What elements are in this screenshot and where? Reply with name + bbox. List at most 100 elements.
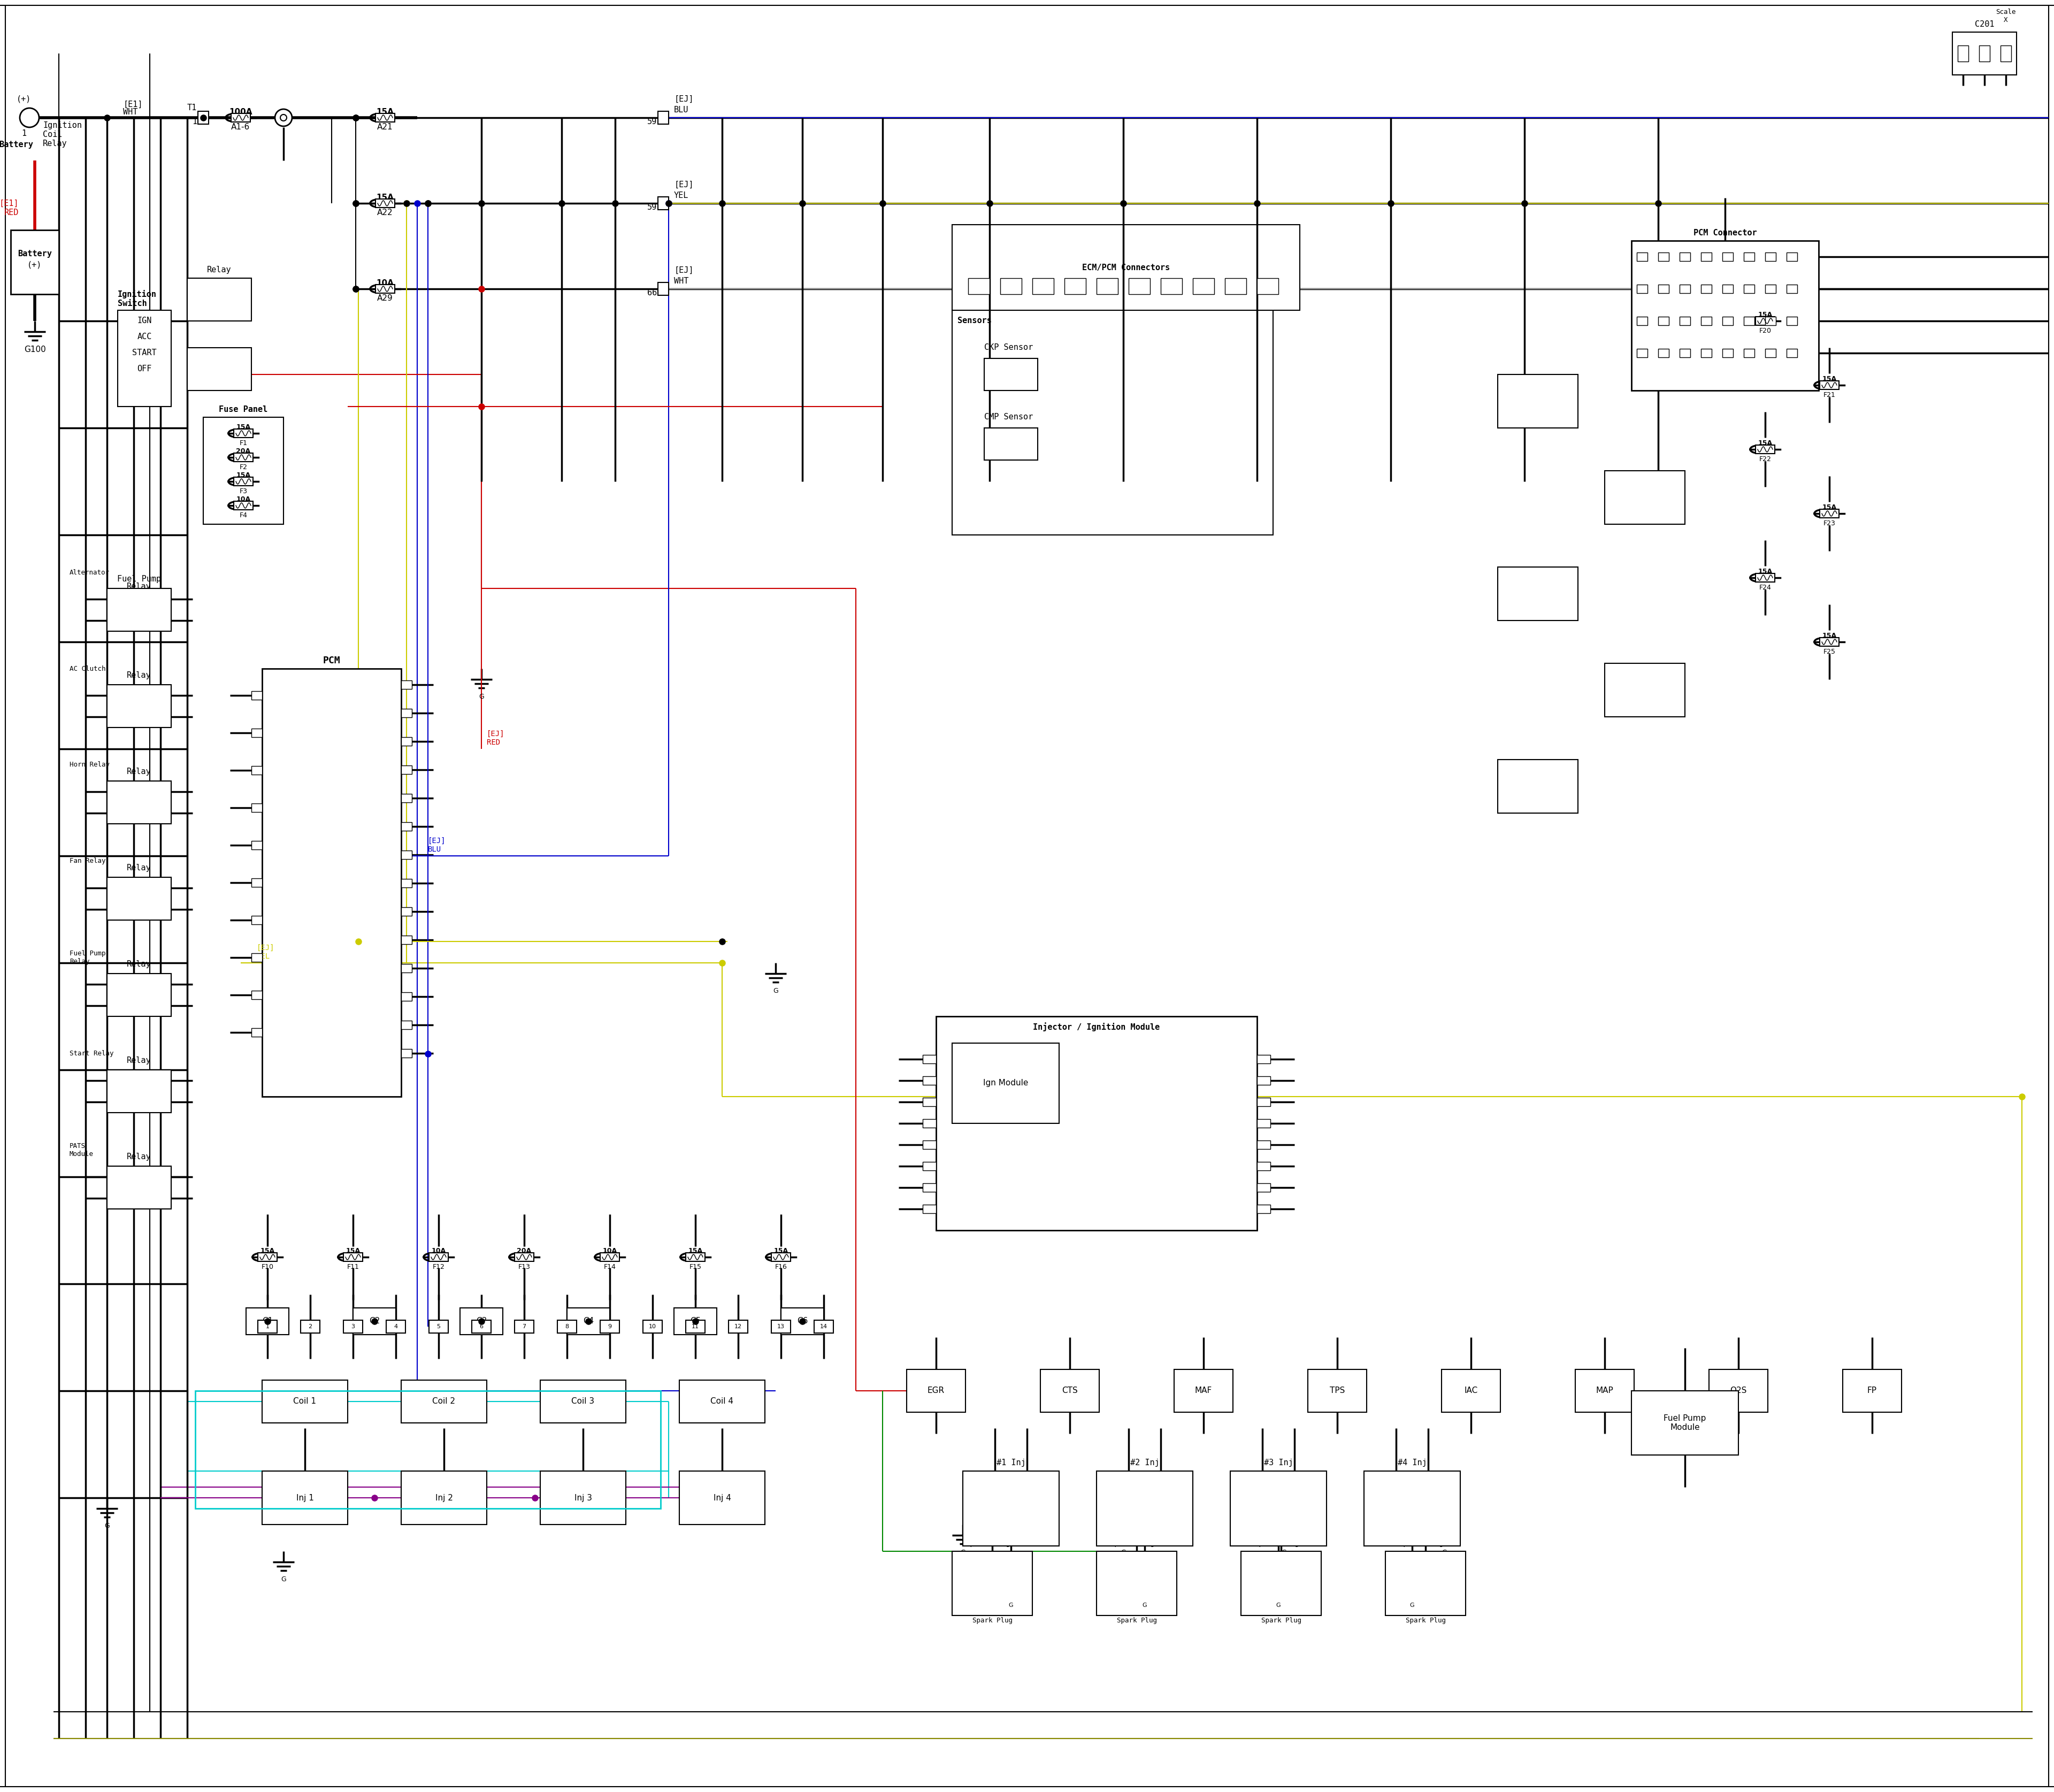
Text: Ignition: Ignition [43,122,82,129]
Text: #1 Inj: #1 Inj [996,1459,1025,1468]
Text: F21: F21 [1824,392,1836,398]
Text: 18: 18 [1662,319,1666,323]
Text: Relay: Relay [127,1152,152,1161]
Bar [1257,1204,1269,1213]
Text: 3: 3 [1041,283,1045,289]
Text: 10: 10 [649,1324,657,1330]
Bar [234,502,253,509]
Text: 6: 6 [1138,283,1142,289]
Bar [1723,349,1734,357]
Text: Fan Relay: Fan Relay [70,858,105,866]
Text: 15A: 15A [688,1247,702,1254]
Bar [922,1204,937,1213]
Text: Inj 1: Inj 1 [296,1495,314,1502]
Text: [E1]: [E1] [123,100,142,108]
Bar [1384,1552,1467,1615]
Bar [1497,375,1577,428]
Text: 16: 16 [1789,287,1795,292]
Text: Spark Plug: Spark Plug [1261,1618,1300,1624]
Bar [1756,444,1775,453]
Text: Sensors: Sensors [957,317,992,324]
Text: 10: 10 [1662,287,1666,292]
Bar [246,1308,290,1335]
Bar [686,1253,705,1262]
Text: 13: 13 [776,1324,785,1330]
Bar [963,1471,1060,1546]
Bar [2001,45,2011,61]
Bar [540,1471,626,1525]
Text: Fuse Panel: Fuse Panel [220,405,267,414]
Bar [263,1471,347,1525]
Bar [1175,1369,1232,1412]
Text: IAC: IAC [1465,1387,1477,1394]
Text: 13: 13 [1725,287,1729,292]
Text: 20A: 20A [518,1247,532,1254]
Bar [1701,349,1711,357]
Bar [1097,278,1117,294]
Bar [1257,1098,1269,1106]
Bar [1723,253,1734,262]
Text: Relay: Relay [127,864,152,871]
Text: 15A: 15A [774,1247,789,1254]
Text: G: G [1142,1602,1146,1607]
Text: START: START [131,349,156,357]
Text: #3 Inj: #3 Inj [1263,1459,1294,1468]
Text: F20: F20 [1758,328,1771,335]
Text: 9: 9 [1641,287,1643,292]
Text: 5: 5 [438,1324,440,1330]
Text: 17: 17 [1639,319,1645,323]
Text: 3: 3 [351,1324,355,1330]
Bar [187,278,251,321]
Bar [1723,317,1734,324]
Text: 10A: 10A [602,1247,616,1254]
Text: Ign Module: Ign Module [984,1079,1029,1088]
Text: G: G [1282,1548,1286,1555]
Text: F22: F22 [1758,455,1771,462]
Bar [197,111,210,124]
Bar [107,878,170,919]
Text: 24: 24 [1789,319,1795,323]
Bar [1631,1391,1738,1455]
Bar [953,310,1273,536]
Bar [1658,349,1668,357]
Bar [1497,566,1577,620]
Text: ECM/PCM Connectors: ECM/PCM Connectors [1082,263,1171,271]
Bar [376,113,394,122]
Text: 2: 2 [1662,254,1666,260]
Bar [401,765,413,774]
Text: F4: F4 [240,513,246,520]
Bar [657,111,670,124]
Bar [1308,1369,1366,1412]
Text: 6: 6 [479,1324,483,1330]
Bar [953,1043,1060,1124]
Bar [1957,45,1968,61]
Text: #4 Inj: #4 Inj [1397,1459,1428,1468]
Text: [EJ]
YEL: [EJ] YEL [257,944,275,961]
Bar [259,1253,277,1262]
Text: F1: F1 [240,439,246,446]
Text: 4: 4 [1074,283,1076,289]
Text: 2: 2 [1009,283,1013,289]
Text: 1: 1 [978,283,980,289]
Text: CTS: CTS [1062,1387,1078,1394]
Text: 14: 14 [820,1324,828,1330]
Bar [401,878,413,887]
Bar [1723,285,1734,294]
Bar [401,681,413,688]
Bar [300,1321,320,1333]
Bar [657,283,670,296]
Text: CKP Sensor: CKP Sensor [984,344,1033,351]
Bar [460,1308,503,1335]
Text: Spark Plug 2: Spark Plug 2 [1109,1539,1163,1546]
Bar [1193,278,1214,294]
Text: F23: F23 [1824,520,1836,527]
Text: Horn Relay: Horn Relay [70,762,109,769]
Text: (+): (+) [27,262,41,269]
Text: 12: 12 [735,1324,741,1330]
Text: F25: F25 [1824,649,1836,656]
Bar [1497,760,1577,814]
Text: 29: 29 [1725,351,1729,355]
Text: Switch: Switch [117,299,148,306]
Bar [1097,1471,1193,1546]
Text: C201: C201 [1974,20,1994,29]
